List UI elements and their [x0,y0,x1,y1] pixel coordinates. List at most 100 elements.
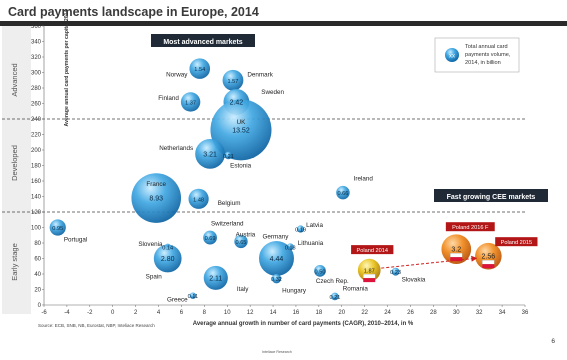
x-tick-label: 16 [293,310,300,316]
x-tick-label: 10 [224,310,231,316]
bubble-value: 0.21 [329,295,340,301]
footer-brand: Inteliace Research [262,350,292,354]
y-tick-label: 320 [31,55,42,61]
bubble-value: 0.19 [295,228,306,234]
bubble-value: 2.42 [230,99,244,106]
y-tick-label: 260 [31,102,42,108]
bubble [224,151,233,160]
x-tick-label: 24 [384,310,391,316]
poland-label: Poland 2016 F [452,225,489,231]
country-label: Switzerland [211,221,244,228]
x-tick-label: 22 [361,310,368,316]
x-tick-label: 6 [180,310,184,316]
y-tick-label: 80 [34,241,41,247]
y-axis-title: Average annual card payments per capita,… [64,9,70,126]
bubble-value: 1.48 [193,197,204,203]
cee-annotation-box [434,189,548,202]
legend-text-line: payments volume, [465,52,511,58]
bubble [203,265,228,290]
bubble-value: 0.11 [188,294,198,300]
bubble-value: 1.57 [228,79,239,85]
bubble [296,225,305,233]
bubble-value: 0.14 [162,245,173,251]
y-tick-label: 40 [34,272,41,278]
bubble-value: 0.69 [205,236,216,242]
x-tick-label: 26 [407,310,414,316]
poland-flag-icon [363,278,376,283]
bubble [391,267,400,276]
y-tick-label: 220 [31,133,42,139]
bubble [49,219,66,236]
poland-flag-icon [450,253,463,258]
x-tick-label: -4 [64,310,70,316]
y-tick-label: 300 [31,71,42,77]
x-tick-label: 4 [157,310,161,316]
country-label: Spain [146,274,163,281]
bubble-value: 1.37 [185,100,196,106]
y-tick-label: 280 [31,86,42,92]
country-label: Sweden [261,89,284,96]
bubble-value: 13.52 [232,127,250,134]
bubble-value: 0.95 [52,226,63,232]
band-label-advanced: Advanced [10,63,19,96]
country-label: Slovenia [138,241,163,248]
bubble [336,185,350,200]
bubble [441,234,472,265]
poland-label-box [495,237,538,247]
y-tick-label: 100 [31,226,42,232]
country-label: France [146,181,166,188]
country-label: Belgium [218,200,241,207]
legend-marker: xx [449,54,455,60]
y-tick-label: 140 [31,195,42,201]
poland-flag-icon [363,273,376,279]
bubble-value: 0.32 [271,277,282,283]
x-tick-label: 14 [270,310,277,316]
poland-flag-icon [482,264,495,269]
y-tick-label: 60 [34,257,41,263]
cee-annotation: Fast growing CEE markets [447,194,536,201]
bubble [222,69,244,91]
axes: 0204060801001201401601802002202402602803… [31,24,529,316]
title-rule [0,21,567,26]
country-label: Ireland [354,176,374,183]
x-tick-label: 36 [522,310,529,316]
country-label: Austria [236,231,256,238]
y-tick-label: 160 [31,179,42,185]
x-tick-label: 34 [499,310,506,316]
y-tick-label: 200 [31,148,42,154]
bubble-value: 2.11 [209,275,222,282]
country-label: Slovakia [402,277,426,284]
bubble-value: 0.66 [337,191,348,197]
bubble [234,234,248,249]
country-label: Estonia [230,162,252,169]
x-tick-label: 20 [338,310,345,316]
page-number: 6 [551,338,555,345]
band-label-developed: Developed [10,145,19,181]
country-label: Hungary [282,288,307,295]
x-tick-label: 18 [316,310,323,316]
legend-text-line: Total annual card [465,44,508,50]
bubble-value: 3.2 [451,247,461,254]
x-tick-label: 30 [453,310,460,316]
bubble-value: 0.50 [315,269,326,275]
bubble-value: 3.21 [203,151,217,158]
bubble-value: 4.44 [270,256,284,263]
poland-flag-icon [450,257,463,262]
x-tick-label: 2 [134,310,138,316]
x-tick-label: -6 [41,310,47,316]
bubble [131,173,182,223]
y-tick-label: 0 [38,303,42,309]
x-tick-label: 8 [203,310,207,316]
country-label: Czech Rep. [316,278,349,285]
x-tick-label: 28 [430,310,437,316]
bubble [258,241,294,276]
country-label: Denmark [247,71,273,78]
bubble-labels: 1.54 Norway 1.57 Denmark 1.37 Finland 2.42 Swed… [52,67,538,304]
poland-flag-icon [482,260,495,265]
country-label: Romania [343,285,369,292]
poland-trend-arrow [381,255,478,269]
country-label: Norway [166,72,188,79]
advanced-annotation-box [151,34,255,47]
y-tick-label: 360 [31,24,42,30]
